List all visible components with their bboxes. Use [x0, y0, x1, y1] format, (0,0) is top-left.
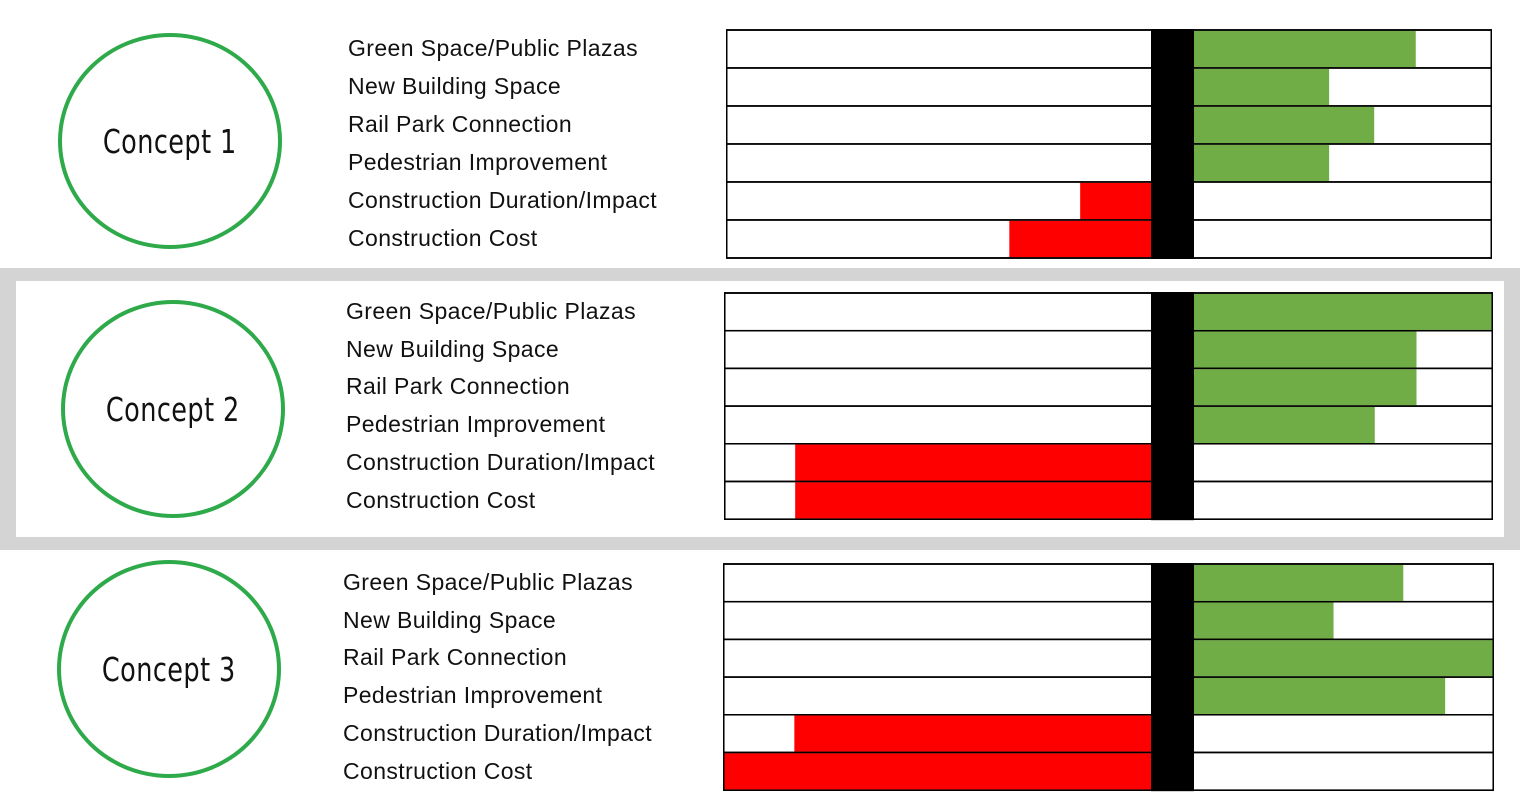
bar-chart [723, 563, 1494, 792]
chart-frame [724, 292, 1493, 520]
metric-label: Pedestrian Improvement [348, 149, 608, 175]
negative-bar [795, 482, 1151, 519]
chart-frame [726, 29, 1492, 259]
bar-row [726, 67, 1492, 107]
metric-label: Construction Duration/Impact [343, 719, 653, 746]
metric-label: Construction Duration/Impact [346, 448, 656, 475]
bar-row [724, 405, 1493, 445]
metric-label: Green Space/Public Plazas [348, 35, 638, 61]
positive-bar [1193, 369, 1417, 406]
metric-label: Rail Park Connection [346, 373, 571, 400]
positive-bar [1193, 406, 1375, 444]
chart-frame [723, 563, 1494, 791]
metric-label: New Building Space [343, 606, 557, 633]
metric-label: Construction Cost [343, 757, 533, 784]
positive-bar [1194, 68, 1330, 106]
metric-label: Construction Duration/Impact [348, 187, 658, 213]
positive-bar [1193, 293, 1493, 330]
positive-bar [1193, 640, 1494, 677]
positive-bar [1194, 144, 1330, 182]
metric-label: Construction Cost [348, 225, 538, 251]
positive-bar [1193, 331, 1417, 368]
metric-label: Pedestrian Improvement [346, 411, 606, 438]
bar-chart [724, 292, 1493, 521]
metric-label: New Building Space [348, 73, 562, 99]
negative-bar [723, 753, 1151, 790]
positive-bar [1193, 564, 1404, 601]
concept-title: Concept 3 [102, 649, 236, 689]
bar-row [723, 600, 1494, 641]
concept-title: Concept 2 [106, 389, 240, 429]
metric-label: Rail Park Connection [348, 111, 573, 137]
bar-row [726, 105, 1492, 145]
negative-bar [1080, 182, 1151, 220]
concept-circle: Concept 2 [61, 300, 285, 518]
bar-row [726, 143, 1492, 183]
metric-label: Construction Cost [346, 486, 536, 513]
positive-bar [1194, 30, 1416, 68]
bar-chart [726, 29, 1492, 259]
positive-bar [1193, 677, 1446, 715]
metric-label: Green Space/Public Plazas [343, 569, 633, 595]
concept-circle: Concept 1 [58, 33, 282, 249]
metric-label: Rail Park Connection [343, 644, 568, 671]
negative-bar [795, 444, 1151, 481]
zero-divider [1150, 292, 1194, 521]
concept-title: Concept 1 [103, 121, 237, 161]
concept-circle: Concept 3 [57, 560, 281, 778]
negative-bar [1009, 220, 1151, 258]
metric-label: Pedestrian Improvement [343, 682, 603, 709]
metric-label: Green Space/Public Plazas [346, 298, 636, 324]
zero-divider [1151, 29, 1194, 259]
positive-bar [1194, 106, 1375, 144]
zero-divider [1150, 563, 1194, 792]
negative-bar [794, 715, 1151, 752]
metric-label: New Building Space [346, 335, 560, 362]
positive-bar [1193, 602, 1334, 639]
